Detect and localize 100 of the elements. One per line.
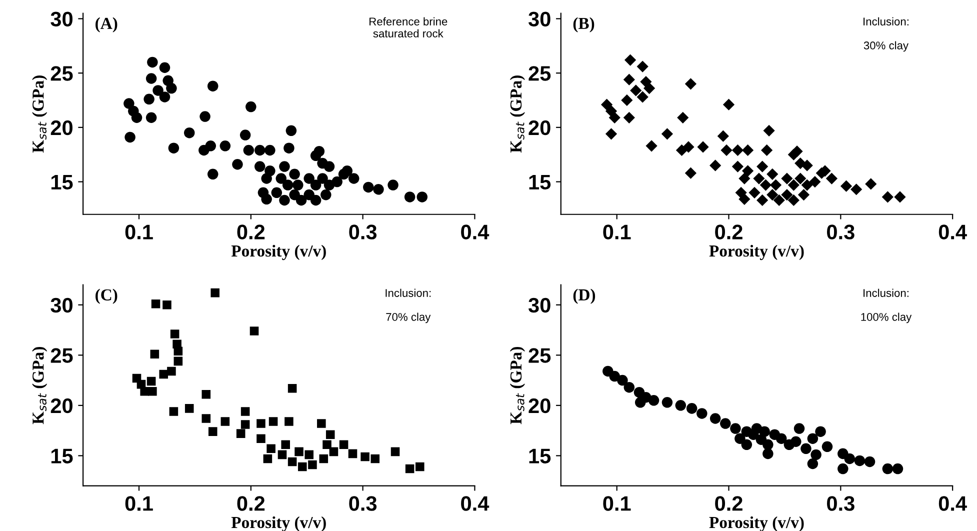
y-tick-label: 30 (50, 298, 72, 313)
point (648, 395, 660, 406)
point (174, 346, 183, 356)
point (167, 366, 176, 376)
point (794, 423, 805, 434)
point (405, 464, 414, 474)
point (675, 400, 686, 411)
point (288, 384, 297, 393)
point (146, 376, 156, 386)
x-tick-label: 0.1 (603, 224, 631, 240)
y-tick-label: 20 (50, 120, 72, 136)
point (609, 370, 620, 382)
point (240, 420, 250, 429)
point (854, 455, 866, 466)
point (319, 454, 328, 464)
point (202, 414, 211, 423)
y-tick-label: 25 (50, 66, 73, 81)
y-tick-label: 30 (528, 12, 550, 26)
point (210, 288, 220, 298)
y-tick-label: 20 (528, 120, 550, 136)
point (294, 447, 304, 456)
point (762, 439, 774, 450)
point (686, 403, 698, 414)
x-axis-title: Porosity (v/v) (709, 244, 804, 260)
point (720, 418, 731, 429)
y-tick-label: 30 (50, 12, 72, 26)
point (759, 426, 770, 437)
y-tick-label: 20 (528, 398, 550, 414)
point (815, 426, 826, 437)
point (266, 444, 276, 454)
x-tick-label: 0.3 (827, 224, 854, 240)
point (662, 397, 673, 408)
point (710, 413, 721, 424)
x-tick-label: 0.4 (938, 496, 967, 511)
point (317, 419, 326, 428)
x-tick-label: 0.1 (603, 496, 631, 511)
y-tick-label: 15 (529, 174, 551, 190)
point (892, 463, 904, 474)
point (696, 408, 708, 419)
point (326, 430, 335, 439)
point (240, 407, 250, 416)
y-tick-label: 30 (528, 298, 550, 313)
point (776, 433, 787, 444)
point (281, 440, 290, 450)
point (174, 356, 183, 366)
point (288, 457, 297, 466)
text: Inclusion: 100% clay (861, 288, 912, 324)
point (268, 417, 278, 426)
annotation: (A) (96, 17, 118, 32)
y-tick-label: 15 (529, 448, 551, 464)
point (810, 449, 822, 460)
y-axis-title: K$_{sat}$ (GPa) (32, 76, 48, 153)
point (298, 462, 307, 472)
point (730, 423, 741, 434)
text: Inclusion: 30% clay (864, 17, 909, 52)
point (148, 386, 157, 396)
y-tick-label: 15 (51, 448, 73, 464)
point (822, 441, 833, 452)
point (304, 450, 314, 460)
point (220, 417, 230, 426)
point (263, 454, 272, 464)
x-tick-label: 0.3 (349, 496, 377, 511)
point (634, 397, 646, 408)
x-axis-title: Porosity (v/v) (231, 244, 326, 260)
point (360, 452, 370, 462)
point (838, 463, 848, 474)
point (322, 440, 332, 450)
y-tick-label: 20 (50, 398, 72, 414)
x-tick-label: 0.2 (715, 224, 742, 240)
y-tick-label: 25 (528, 66, 551, 81)
x-tick-label: 0.1 (125, 496, 153, 511)
x-tick-label: 0.2 (237, 496, 265, 511)
point (184, 404, 194, 413)
point (250, 326, 259, 336)
y-tick-label: 25 (528, 348, 551, 363)
x-tick-label: 0.4 (461, 224, 490, 240)
point (308, 460, 317, 470)
annotation: (D) (573, 288, 596, 304)
point (256, 434, 266, 443)
point (348, 449, 358, 458)
x-tick-label: 0.4 (461, 496, 490, 511)
point (278, 450, 287, 460)
point (807, 433, 818, 444)
y-axis-title: K$_{sat}$ (GPa) (510, 76, 526, 153)
annotation: Reference brine saturated rock (370, 17, 448, 38)
point (882, 463, 894, 474)
annotation: (C) (96, 288, 118, 304)
point (800, 443, 812, 454)
point (807, 458, 818, 470)
y-axis-title: K$_{sat}$ (GPa) (510, 347, 526, 424)
point (844, 453, 855, 464)
point (236, 429, 246, 438)
point (150, 350, 160, 359)
y-axis-title: K$_{sat}$ (GPa) (32, 347, 48, 424)
point (864, 456, 876, 468)
point (159, 370, 168, 379)
point (734, 433, 746, 444)
point (624, 382, 635, 393)
y-tick-label: 15 (51, 174, 73, 190)
point (202, 390, 211, 399)
